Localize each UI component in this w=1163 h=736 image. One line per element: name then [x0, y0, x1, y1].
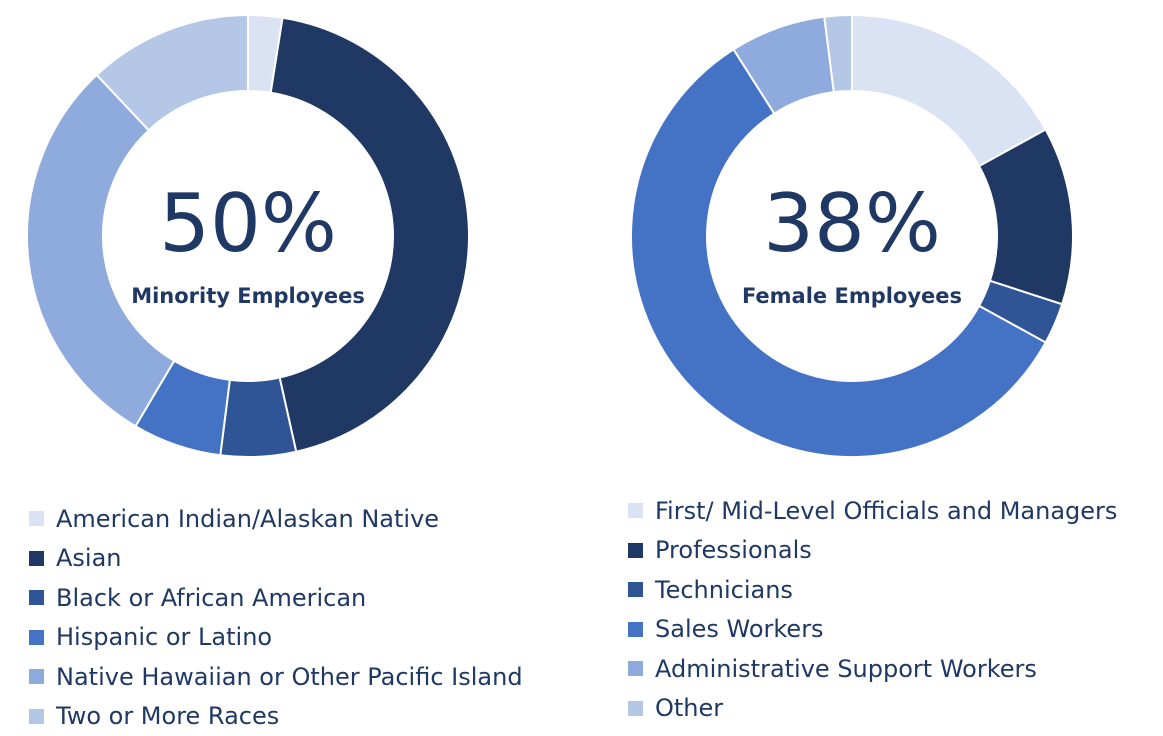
minority-legend-swatch — [29, 669, 44, 685]
minority-legend-label: American Indian/Alaskan Native — [56, 504, 440, 533]
female-legend-swatch — [628, 542, 643, 558]
female-donut — [630, 13, 1074, 458]
minority-legend-label: Black or African American — [56, 583, 367, 612]
female-legend-swatch — [628, 700, 643, 716]
minority-legend-item: American Indian/Alaskan Native — [29, 499, 523, 539]
minority-legend-swatch — [29, 511, 44, 527]
minority-slice-native-hawaiian-or-other-pacific-island — [26, 73, 176, 428]
female-slice-first-mid-level-officials-and-managers — [851, 13, 1048, 168]
minority-legend-item: Asian — [29, 539, 523, 579]
female-legend-swatch — [628, 582, 643, 598]
female-legend-label: First/ Mid-Level Officials and Managers — [655, 496, 1118, 525]
female-legend-item: First/ Mid-Level Officials and Managers — [628, 491, 1117, 531]
female-legend-item: Professionals — [628, 531, 1117, 571]
female-donut-chart: 38% Female Employees First/ Mid-Level Of… — [600, 0, 1163, 736]
female-slice-sales-workers — [630, 48, 1048, 458]
female-legend-swatch — [628, 621, 643, 637]
female-legend-swatch — [628, 661, 643, 677]
minority-legend-item: Hispanic or Latino — [29, 618, 523, 658]
minority-legend-swatch — [29, 550, 44, 566]
female-legend-swatch — [628, 503, 643, 519]
female-legend: First/ Mid-Level Officials and Managers P… — [628, 491, 1117, 728]
minority-legend-label: Asian — [56, 544, 122, 573]
minority-legend-label: Native Hawaiian or Other Pacific Island — [56, 662, 523, 691]
minority-legend-item: Black or African American — [29, 578, 523, 618]
female-legend-label: Administrative Support Workers — [655, 654, 1037, 683]
minority-center-label: Minority Employees — [131, 284, 365, 308]
female-legend-label: Professionals — [655, 536, 812, 565]
minority-center-value: 50% — [159, 177, 337, 270]
minority-legend-item: Native Hawaiian or Other Pacific Island — [29, 657, 523, 697]
minority-slice-asian — [269, 16, 470, 453]
minority-legend-label: Hispanic or Latino — [56, 623, 273, 652]
minority-legend-swatch — [29, 708, 44, 724]
female-legend-item: Technicians — [628, 570, 1117, 610]
female-legend-item: Administrative Support Workers — [628, 649, 1117, 689]
female-legend-label: Other — [655, 694, 724, 723]
female-center-value: 38% — [763, 177, 941, 270]
female-legend-label: Sales Workers — [655, 615, 824, 644]
minority-donut — [26, 13, 470, 458]
female-legend-item: Other — [628, 689, 1117, 729]
minority-legend-item: Two or More Races — [29, 697, 523, 736]
minority-slice-two-or-more-races — [95, 13, 249, 132]
minority-legend-label: Two or More Races — [56, 702, 280, 731]
minority-legend-swatch — [29, 590, 44, 606]
female-center-label: Female Employees — [741, 284, 963, 308]
minority-legend: American Indian/Alaskan Native Asian Black… — [29, 499, 523, 736]
minority-legend-swatch — [29, 629, 44, 645]
female-slice-other — [823, 13, 853, 94]
female-legend-label: Technicians — [655, 575, 793, 604]
minority-donut-chart: 50% Minority Employees American Indian/A… — [0, 0, 523, 736]
female-legend-item: Sales Workers — [628, 610, 1117, 650]
